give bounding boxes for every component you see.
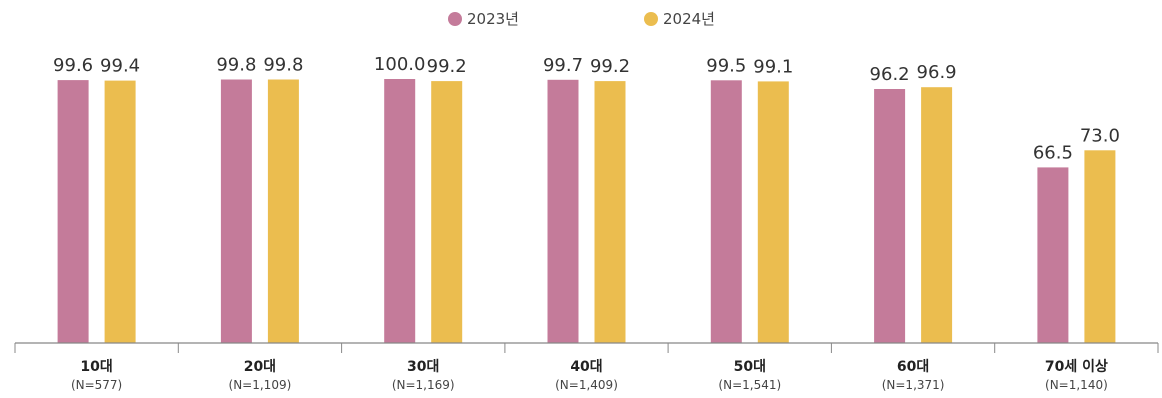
bars-group (57, 79, 1116, 344)
legend-item-0: 2023년 (448, 10, 519, 28)
data-label-0-3: 99.7 (543, 55, 583, 76)
sample-size-label-5: (N=1,371) (882, 378, 945, 392)
bar-0-2 (384, 79, 416, 343)
data-label-1-5: 96.9 (917, 62, 957, 83)
bar-0-4 (710, 80, 742, 344)
legend: 2023년 2024년 (448, 10, 715, 28)
legend-item-1: 2024년 (644, 10, 715, 28)
data-label-1-6: 73.0 (1080, 125, 1120, 146)
data-label-1-4: 99.1 (753, 56, 793, 77)
bar-1-3 (594, 81, 626, 343)
data-label-0-1: 99.8 (216, 55, 256, 76)
tick-label-3: 40대 (570, 359, 602, 375)
data-label-1-2: 99.2 (427, 56, 467, 77)
tick-label-5: 60대 (897, 359, 929, 375)
tick-label-1: 20대 (244, 359, 276, 375)
sample-size-label-1: (N=1,109) (229, 378, 292, 392)
sample-size-label-4: (N=1,541) (718, 378, 781, 392)
legend-label-1: 2024년 (663, 10, 715, 28)
bar-0-0 (57, 80, 89, 343)
category-labels-group: 10대 (N=577) 20대 (N=1,109) 30대 (N=1,169) 40대 (N=… (71, 358, 1108, 392)
bar-0-5 (874, 89, 906, 343)
bar-1-0 (104, 80, 136, 343)
bar-0-1 (220, 79, 252, 343)
tick-label-0: 10대 (80, 359, 112, 375)
data-label-1-0: 99.4 (100, 56, 140, 77)
legend-label-0: 2023년 (467, 10, 519, 28)
legend-swatch-1 (644, 12, 658, 26)
tick-label-2: 30대 (407, 359, 439, 375)
x-axis (14, 342, 1159, 353)
sample-size-label-2: (N=1,169) (392, 378, 455, 392)
data-label-0-5: 96.2 (870, 64, 910, 85)
bar-1-5 (921, 87, 953, 343)
bar-1-4 (757, 81, 789, 344)
data-label-0-6: 66.5 (1033, 142, 1073, 163)
bar-1-2 (431, 81, 463, 343)
tick-label-4: 50대 (734, 359, 766, 375)
legend-swatch-0 (448, 12, 462, 26)
sample-size-label-0: (N=577) (71, 378, 122, 392)
bar-1-1 (267, 79, 299, 343)
data-label-1-3: 99.2 (590, 56, 630, 77)
data-label-0-4: 99.5 (706, 55, 746, 76)
sample-size-label-3: (N=1,409) (555, 378, 618, 392)
data-label-0-0: 99.6 (53, 55, 93, 76)
bar-1-6 (1084, 150, 1116, 343)
bar-0-6 (1037, 167, 1069, 343)
tick-label-6: 70세 이상 (1045, 358, 1108, 375)
sample-size-label-6: (N=1,140) (1045, 378, 1108, 392)
value-labels-group: 99.6 99.4 99.8 99.8 100.0 99.2 99.7 99.2 99.5 99.… (53, 54, 1120, 163)
data-label-1-1: 99.8 (263, 55, 303, 76)
data-label-0-2: 100.0 (374, 54, 426, 75)
bar-0-3 (547, 79, 579, 344)
